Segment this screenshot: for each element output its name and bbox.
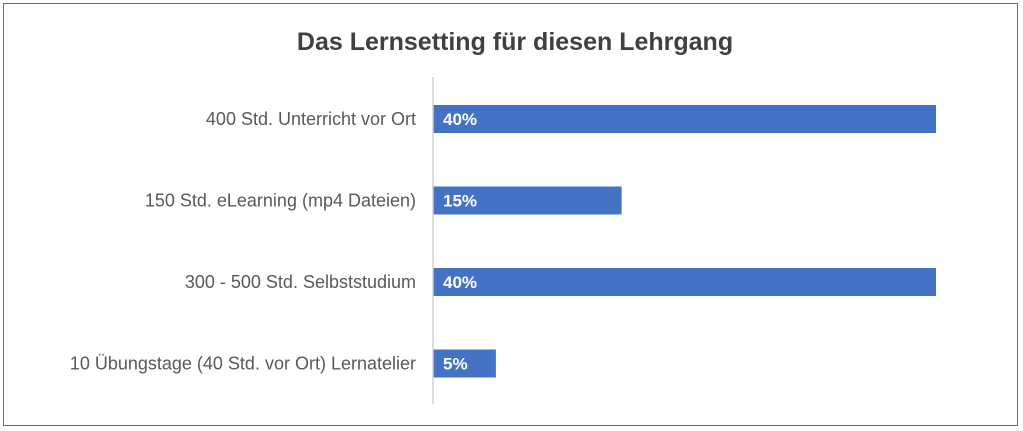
data-label: 40% — [443, 273, 477, 292]
chart-frame: Das Lernsetting für diesen Lehrgang 400 … — [3, 3, 1018, 426]
bars-group: 400 Std. Unterricht vor Ort 40% 150 Std. e… — [70, 105, 936, 378]
bar — [433, 105, 936, 133]
data-label: 5% — [443, 355, 468, 374]
bar — [433, 349, 496, 378]
category-label: 10 Übungstage (40 Std. vor Ort) Lernatel… — [70, 354, 416, 374]
data-label: 40% — [443, 110, 477, 129]
category-label: 400 Std. Unterricht vor Ort — [206, 109, 416, 129]
data-label: 15% — [443, 192, 477, 211]
bar-chart: Das Lernsetting für diesen Lehrgang 400 … — [70, 28, 936, 404]
category-label: 300 - 500 Std. Selbststudium — [185, 272, 416, 292]
chart-title: Das Lernsetting für diesen Lehrgang — [297, 28, 733, 56]
category-label: 150 Std. eLearning (mp4 Dateien) — [145, 191, 416, 211]
bar — [433, 268, 936, 296]
bar — [433, 186, 622, 215]
